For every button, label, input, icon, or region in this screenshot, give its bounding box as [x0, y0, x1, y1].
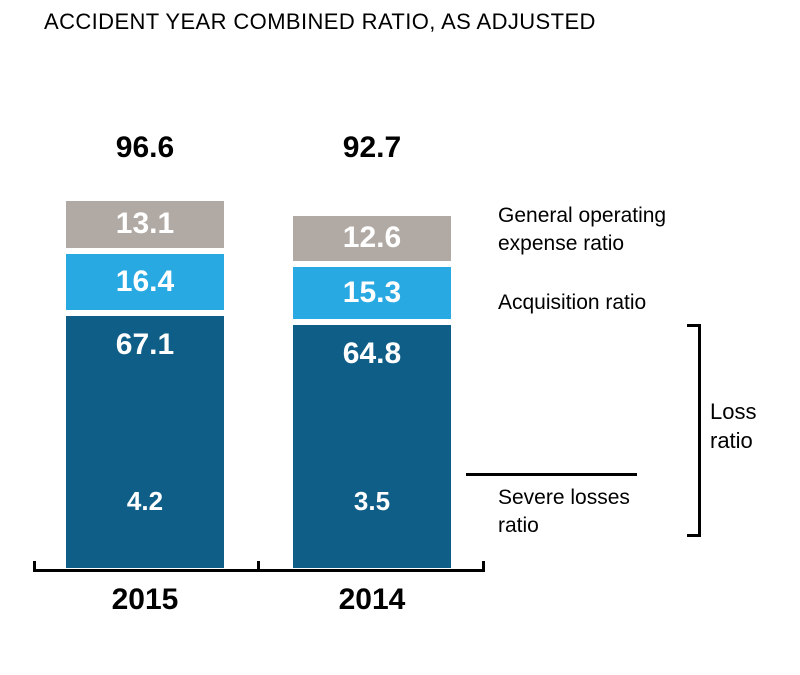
x-axis-tick-middle	[257, 561, 260, 572]
segment-value-label: 64.8	[342, 336, 402, 370]
x-axis-tick-left	[33, 561, 36, 572]
legend-acquisition-ratio: Acquisition ratio	[498, 291, 647, 314]
segment-value-label: 12.6	[342, 221, 402, 255]
bar-total-label-2015: 96.6	[115, 131, 175, 164]
segment-value-label: 16.4	[115, 264, 175, 298]
x-axis-category-2014: 2014	[338, 583, 406, 616]
legend-severe-losses-ratio: Severe losses ratio	[498, 486, 630, 538]
bar-segment-2014-loss-ratio: 64.8 3.5	[293, 321, 451, 568]
loss-ratio-bracket	[687, 324, 701, 537]
legend-general-operating-expense-ratio: General operating expense ratio	[498, 204, 667, 256]
bar-segment-2015-acquisition-ratio: 16.4	[66, 250, 224, 313]
chart-title: ACCIDENT YEAR COMBINED RATIO, AS ADJUSTE…	[44, 9, 596, 34]
segment-value-label: 13.1	[115, 207, 175, 241]
bar-segment-2014-general-operating-expense-ratio: 12.6	[293, 215, 451, 264]
severe-losses-value-label: 4.2	[126, 485, 164, 516]
bar-segment-2015-general-operating-expense-ratio: 13.1	[66, 200, 224, 251]
bar-total-label-2014: 92.7	[342, 131, 402, 164]
x-axis-tick-right	[482, 561, 485, 572]
segment-value-label: 15.3	[342, 275, 402, 309]
x-axis-category-2015: 2015	[111, 583, 179, 616]
legend-loss-ratio: Loss ratio	[710, 399, 757, 453]
severe-losses-value-label: 3.5	[353, 485, 391, 516]
bar-segment-2015-loss-ratio: 67.1 4.2	[66, 313, 224, 568]
bar-segment-2014-acquisition-ratio: 15.3	[293, 263, 451, 322]
segment-value-label: 67.1	[115, 328, 175, 362]
severe-losses-pointer-line	[466, 473, 637, 476]
